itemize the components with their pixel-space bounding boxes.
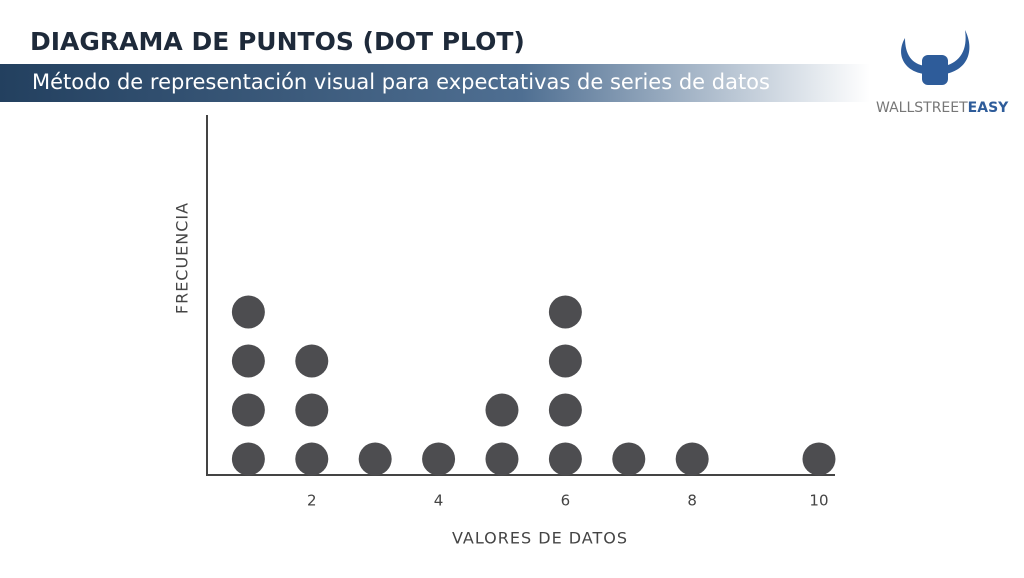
dot-column xyxy=(675,442,709,476)
dot xyxy=(295,442,329,476)
y-axis-label: FRECUENCIA xyxy=(173,202,192,314)
x-tick-label: 10 xyxy=(809,492,828,510)
x-axis-label: VALORES DE DATOS xyxy=(452,529,628,548)
x-tick-label: 6 xyxy=(561,492,571,510)
dot xyxy=(548,344,582,378)
dot xyxy=(358,442,392,476)
dot xyxy=(548,295,582,329)
dot xyxy=(231,344,265,378)
dot xyxy=(485,393,519,427)
dot xyxy=(612,442,646,476)
dot xyxy=(675,442,709,476)
dot-column xyxy=(231,295,265,476)
dot xyxy=(548,442,582,476)
dot xyxy=(231,442,265,476)
dot-column xyxy=(422,442,456,476)
x-tick-label: 2 xyxy=(307,492,317,510)
dot xyxy=(231,393,265,427)
dot xyxy=(548,393,582,427)
dot-column xyxy=(548,295,582,476)
logo xyxy=(901,30,970,85)
subtitle: Método de representación visual para exp… xyxy=(32,70,770,94)
title: DIAGRAMA DE PUNTOS (DOT PLOT) xyxy=(30,27,525,56)
dot-column xyxy=(612,442,646,476)
dot xyxy=(802,442,836,476)
brand-light: WALLSTREET xyxy=(876,100,968,116)
subtitle-banner xyxy=(0,64,870,102)
dot xyxy=(422,442,456,476)
x-tick-label: 8 xyxy=(687,492,697,510)
dot xyxy=(485,442,519,476)
dot-column xyxy=(358,442,392,476)
x-tick-label: 4 xyxy=(434,492,444,510)
dot-column xyxy=(802,442,836,476)
dot xyxy=(231,295,265,329)
dot xyxy=(295,393,329,427)
brand: WALLSTREETEASY xyxy=(876,100,1009,116)
dot-column xyxy=(485,393,519,476)
dot xyxy=(295,344,329,378)
brand-bold: EASY xyxy=(968,100,1009,116)
dot-column xyxy=(295,344,329,476)
